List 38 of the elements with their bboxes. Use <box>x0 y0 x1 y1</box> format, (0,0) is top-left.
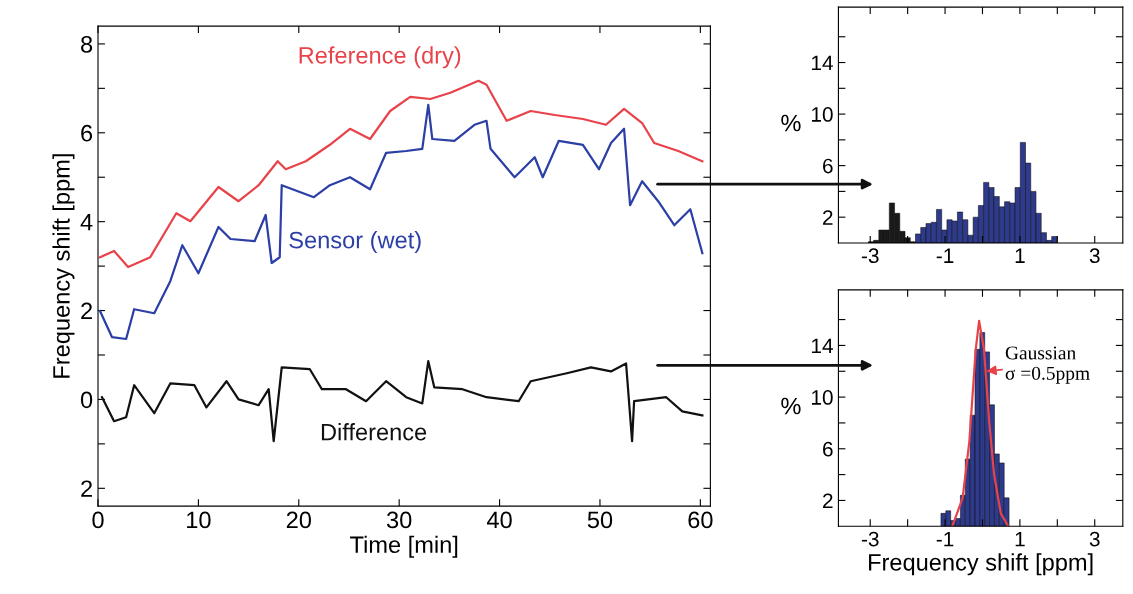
x-tick-label: -3 <box>861 531 879 547</box>
x-tick-label: 60 <box>688 511 713 529</box>
x-tick-label: -3 <box>861 248 879 264</box>
x-tick-label: 1 <box>1015 248 1025 263</box>
x-tick-label: 30 <box>386 511 412 529</box>
series-label: Reference (dry) <box>299 46 461 69</box>
series-label: Difference <box>321 423 427 441</box>
x-tick-label: 3 <box>1089 248 1100 264</box>
y-tick-label: 14 <box>811 55 833 71</box>
y-tick-label: 6 <box>823 441 833 457</box>
y-axis-title: % <box>781 397 801 415</box>
y-tick-label: 8 <box>81 35 93 53</box>
x-tick-label: 3 <box>1089 531 1100 547</box>
y-tick-label: 0 <box>80 391 93 409</box>
x-tick-label: 10 <box>187 511 211 529</box>
annotation: Gaussian σ =0.5ppm <box>1005 346 1090 384</box>
y-axis-title: Frequency shift [ppm] <box>52 154 75 378</box>
y-tick-label: 14 <box>811 338 833 353</box>
y-tick-label: 2 <box>81 302 92 320</box>
series-label: Sensor (wet) <box>289 231 421 254</box>
y-tick-label: 4 <box>80 213 93 231</box>
x-tick-label: 0 <box>92 511 104 529</box>
y-tick-label: 6 <box>823 158 833 174</box>
x-axis-title: Time [min] <box>350 535 458 558</box>
x-tick-label: 50 <box>587 511 613 529</box>
y-tick-label: 6 <box>81 124 93 142</box>
x-axis-title: Frequency shift [ppm] <box>869 553 1093 576</box>
x-tick-label: -1 <box>936 248 954 263</box>
y-tick-label: 2 <box>81 480 92 497</box>
x-tick-label: 20 <box>286 511 311 529</box>
x-tick-label: 40 <box>486 511 512 529</box>
y-tick-label: 10 <box>811 390 833 405</box>
x-tick-label: 1 <box>1015 531 1025 547</box>
y-tick-label: 10 <box>811 107 833 122</box>
y-axis-title: % <box>781 114 801 132</box>
y-tick-label: 2 <box>823 210 833 225</box>
x-tick-label: -1 <box>936 531 954 547</box>
y-tick-label: 2 <box>823 493 833 508</box>
